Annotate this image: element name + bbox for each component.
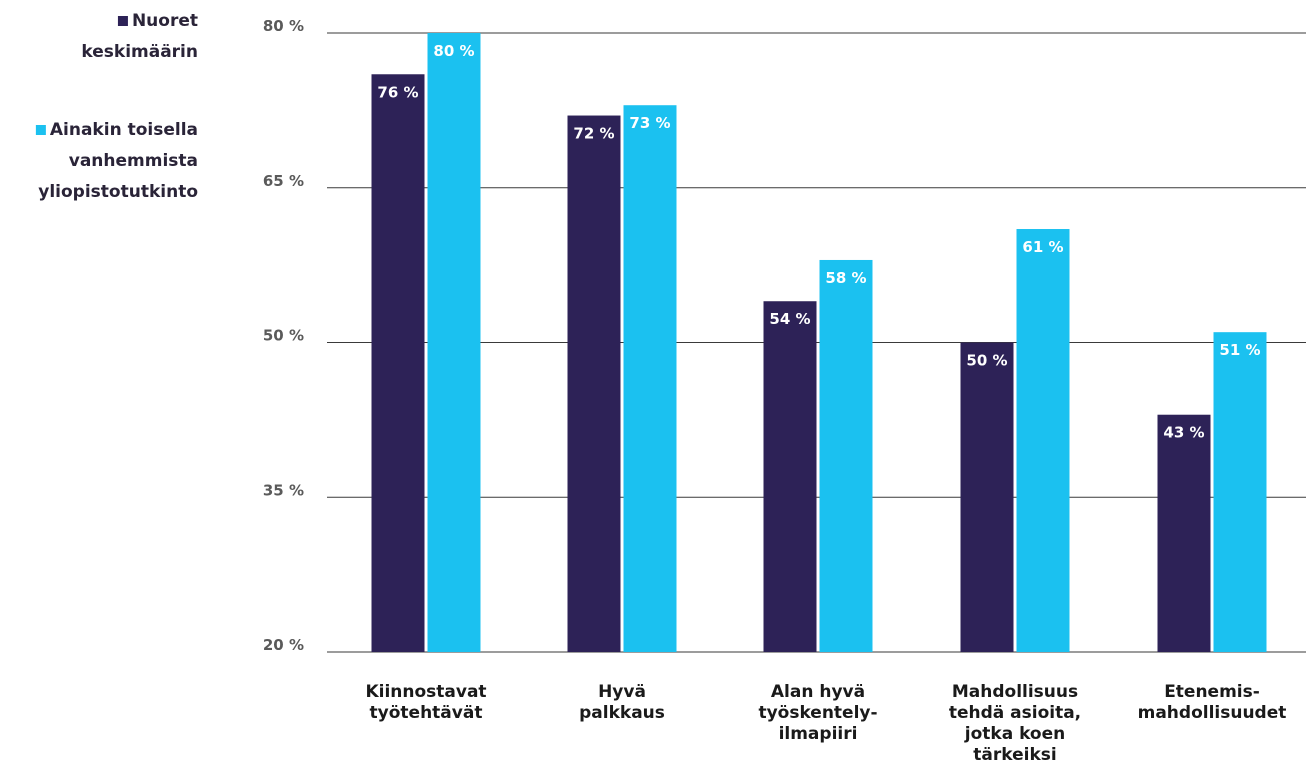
bar-value-label: 51 %	[1219, 341, 1260, 359]
x-axis-categories: Kiinnostavat työtehtävät Hyvä palkkaus Alan …	[365, 682, 1286, 765]
legend-label: Ainakin toisella vanhemmista yliopistotutk…	[38, 120, 198, 202]
bar-value-label: 73 %	[629, 114, 670, 132]
bar-value-labels: 76 % 80 % 72 % 73 % 54 % 58 % 50 % 61 % 43 % 51 %	[377, 42, 1260, 442]
bar-value-label: 43 %	[1163, 424, 1204, 442]
x-category-label-line: Hyvä	[598, 682, 646, 702]
legend-swatch	[35, 125, 46, 135]
x-category-label-line: palkkaus	[579, 703, 665, 723]
bar	[1213, 332, 1267, 652]
bar	[763, 301, 817, 652]
bar	[567, 115, 621, 653]
x-category-label: Etenemis-mahdollisuudet	[1138, 682, 1287, 723]
x-category-label-line: Mahdollisuus	[952, 682, 1078, 702]
bar-value-label: 76 %	[377, 83, 418, 101]
bar	[960, 342, 1014, 652]
bar-value-label: 54 %	[769, 310, 810, 328]
legend-label-line: Nuoret	[132, 11, 198, 31]
bar	[371, 74, 425, 653]
x-category-label-line: Alan hyvä	[771, 682, 865, 702]
bar	[427, 33, 481, 652]
x-category-label-line: ilmapiiri	[779, 724, 858, 744]
legend-label-line: Ainakin toisella	[50, 120, 198, 140]
x-category-label-line: mahdollisuudet	[1138, 703, 1287, 723]
bar	[1157, 414, 1211, 652]
x-category-label: Mahdollisuus tehdä asioita, jotka koen tärk…	[949, 682, 1081, 765]
y-tick-label: 50 %	[263, 327, 304, 345]
legend-label-line: vanhemmista	[69, 151, 198, 171]
bar	[623, 105, 677, 652]
x-category-label-line: Etenemis-	[1164, 682, 1260, 702]
bar	[1016, 229, 1070, 652]
y-tick-label: 80 %	[263, 17, 304, 35]
y-tick-label: 35 %	[263, 481, 304, 499]
legend: Nuoret keskimäärin Ainakin toisella vanhemm…	[35, 11, 198, 202]
legend-label-line: keskimäärin	[81, 42, 198, 62]
bar-value-label: 61 %	[1022, 238, 1063, 256]
y-axis-ticks: 20 % 35 % 50 % 65 % 80 %	[263, 17, 304, 654]
y-tick-label: 20 %	[263, 636, 304, 654]
x-category-label: Alan hyvä työskentely-ilmapiiri	[758, 682, 877, 744]
legend-swatch	[117, 16, 128, 26]
bars	[371, 33, 1267, 653]
bar-value-label: 58 %	[825, 269, 866, 287]
x-category-label-line: työtehtävät	[370, 703, 483, 723]
legend-label-line: yliopistotutkinto	[38, 182, 198, 202]
x-category-label-line: jotka koen	[964, 724, 1066, 744]
x-category-label-line: tärkeiksi	[973, 745, 1056, 765]
x-category-label-line: tehdä asioita,	[949, 703, 1081, 723]
x-category-label: Hyvä palkkaus	[579, 682, 665, 723]
bar	[819, 259, 873, 652]
bar-value-label: 50 %	[966, 352, 1007, 370]
x-category-label-line: työskentely-	[758, 703, 877, 723]
bar-value-label: 72 %	[573, 125, 614, 143]
legend-label: Nuoret keskimäärin	[81, 11, 198, 62]
bar-value-label: 80 %	[433, 42, 474, 60]
x-category-label: Kiinnostavat työtehtävät	[365, 682, 486, 723]
y-tick-label: 65 %	[263, 172, 304, 190]
x-category-label-line: Kiinnostavat	[365, 682, 486, 702]
